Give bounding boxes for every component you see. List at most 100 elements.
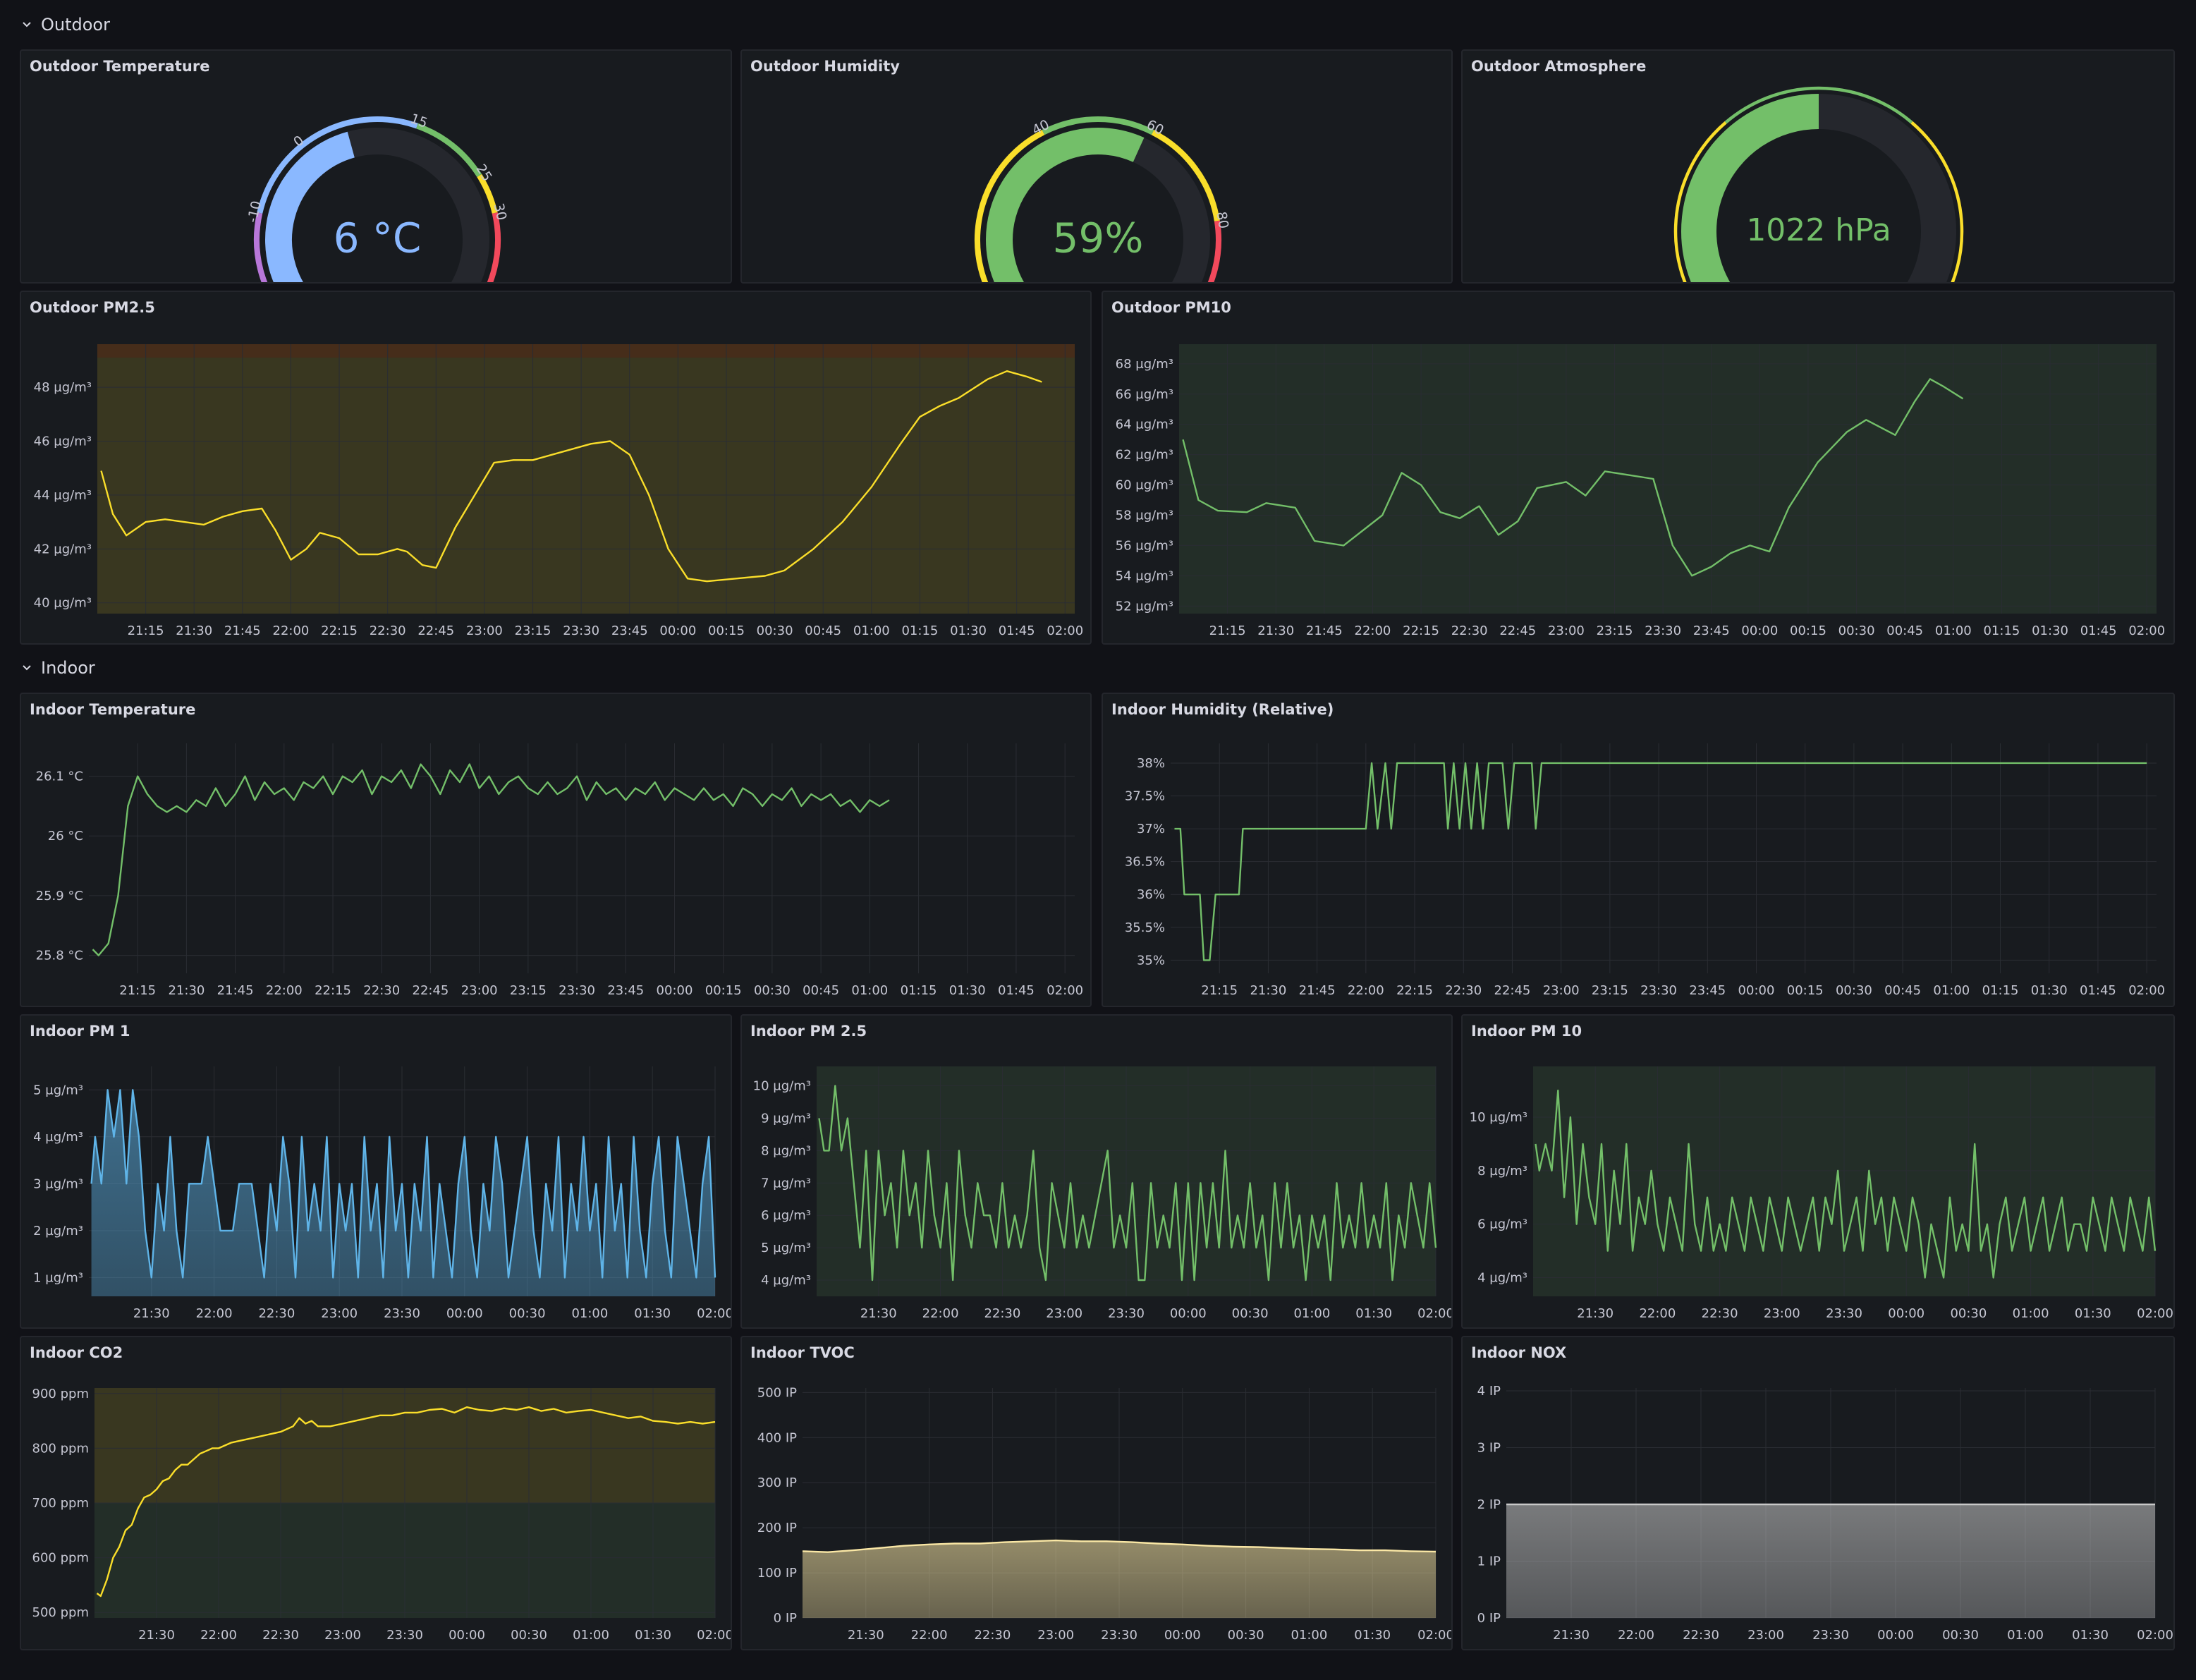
x-tick-label: 01:00 [853, 623, 890, 638]
y-tick-label: 10 µg/m³ [753, 1079, 811, 1094]
panel-outdoor-humidity[interactable]: Outdoor Humidity 040608010059% [740, 49, 1453, 284]
x-tick-label: 01:15 [1982, 983, 2019, 998]
x-tick-label: 22:45 [1494, 983, 1531, 998]
x-tick-label: 02:00 [2128, 983, 2165, 998]
y-tick-label: 4 IP [1477, 1384, 1501, 1399]
chart-indoor-pm25: 4 µg/m³ 5 µg/m³ 6 µg/m³ 7 µg/m³ 8 µg/m³ 9 µg/… [753, 1066, 1451, 1321]
y-tick-label: 0 IP [1477, 1611, 1501, 1626]
panel-title: Indoor CO2 [30, 1344, 123, 1361]
y-tick-label: 10 µg/m³ [1470, 1110, 1527, 1125]
gauge-tick-label: -10 [245, 200, 264, 224]
y-tick-label: 26.1 °C [36, 769, 83, 784]
x-tick-label: 21:30 [138, 1628, 175, 1643]
x-tick-label: 00:30 [754, 983, 791, 998]
section-indoor[interactable]: Indoor [20, 650, 95, 686]
panel-indoor-nox[interactable]: Indoor NOX 0 IP 1 IP 2 IP 3 IP 4 IP 21:30 22:0… [1461, 1336, 2175, 1650]
gauge-threshold-arc [416, 123, 482, 178]
x-tick-label: 02:00 [1417, 1628, 1451, 1643]
gauge-threshold-arc [1673, 121, 1727, 282]
gauge-outdoor-humidity: 040608010059% [975, 116, 1231, 282]
x-tick-label: 00:45 [1886, 623, 1923, 638]
x-tick-label: 23:15 [1597, 623, 1633, 638]
x-tick-label: 23:30 [386, 1628, 423, 1643]
x-tick-label: 01:30 [2072, 1628, 2109, 1643]
x-tick-label: 22:30 [984, 1306, 1020, 1321]
series-line [90, 1089, 716, 1279]
x-tick-label: 00:30 [1950, 1306, 1987, 1321]
x-tick-label: 00:45 [1884, 983, 1921, 998]
panel-indoor-pm10[interactable]: Indoor PM 10 4 µg/m³ 6 µg/m³ 8 µg/m³ 10 µg/… [1461, 1014, 2175, 1329]
y-tick-label: 42 µg/m³ [34, 542, 92, 556]
x-tick-label: 01:00 [573, 1628, 609, 1643]
y-tick-label: 800 ppm [32, 1441, 89, 1456]
x-tick-label: 21:15 [1201, 983, 1238, 998]
x-tick-label: 02:00 [2137, 1306, 2173, 1321]
x-tick-label: 21:30 [168, 983, 205, 998]
x-tick-label: 00:30 [511, 1628, 547, 1643]
y-tick-label: 0 IP [774, 1611, 797, 1626]
x-tick-label: 01:30 [950, 623, 987, 638]
panel-outdoor-pm10[interactable]: Outdoor PM10 52 µg/m³ 54 µg/m³ 56 µg/m³ 58 … [1102, 291, 2175, 645]
gauge-outdoor-atmosphere: 1022 hPa [1673, 86, 1964, 282]
x-tick-label: 22:00 [1618, 1628, 1654, 1643]
y-tick-label: 36.5% [1125, 855, 1165, 870]
x-tick-label: 23:00 [321, 1306, 358, 1321]
series-line [802, 1539, 1436, 1553]
x-tick-label: 01:00 [1291, 1628, 1327, 1643]
x-tick-label: 02:00 [1417, 1306, 1451, 1321]
x-tick-label: 22:30 [258, 1306, 295, 1321]
threshold-band-0 [97, 358, 1075, 614]
panel-indoor-co2[interactable]: Indoor CO2 500 ppm 600 ppm 700 ppm 800 ppm 9… [20, 1336, 732, 1650]
y-tick-label: 54 µg/m³ [1116, 568, 1173, 583]
x-tick-label: 22:30 [1451, 623, 1488, 638]
chart-indoor-humidity: 35% 35.5% 36% 36.5% 37% 37.5% 38% 21:15 21:30 21:… [1125, 743, 2165, 998]
x-tick-label: 21:30 [1250, 983, 1286, 998]
x-tick-label: 23:15 [515, 623, 551, 638]
x-tick-label: 01:00 [2007, 1628, 2044, 1643]
panel-indoor-pm25[interactable]: Indoor PM 2.5 4 µg/m³ 5 µg/m³ 6 µg/m³ 7 µg/… [740, 1014, 1453, 1329]
y-tick-label: 1 IP [1477, 1554, 1501, 1569]
x-tick-label: 23:45 [1689, 983, 1726, 998]
panel-indoor-tvoc[interactable]: Indoor TVOC 0 IP 100 IP 200 IP 300 IP 400 IP… [740, 1336, 1453, 1650]
y-tick-label: 100 IP [757, 1566, 797, 1581]
chart-indoor-pm1: 1 µg/m³ 2 µg/m³ 3 µg/m³ 4 µg/m³ 5 µg/m³ 21:30… [33, 1066, 731, 1321]
x-tick-label: 22:15 [321, 623, 358, 638]
chart-outdoor-pm10: 52 µg/m³ 54 µg/m³ 56 µg/m³ 58 µg/m³ 60 µg/m³… [1116, 344, 2165, 638]
gauge-value-arc [986, 128, 1145, 282]
y-tick-label: 60 µg/m³ [1116, 478, 1173, 493]
panel-indoor-temperature[interactable]: Indoor Temperature 25.8 °C 25.9 °C 26 °C 26… [20, 693, 1092, 1007]
x-tick-label: 23:30 [1640, 983, 1677, 998]
chart-indoor-pm10: 4 µg/m³ 6 µg/m³ 8 µg/m³ 10 µg/m³ 21:30 22:00 2… [1470, 1066, 2173, 1321]
x-tick-label: 21:45 [224, 623, 261, 638]
panel-indoor-humidity[interactable]: Indoor Humidity (Relative) 35% 35.5% 36% 36… [1102, 693, 2175, 1007]
x-tick-label: 01:30 [2032, 623, 2068, 638]
panel-indoor-pm1[interactable]: Indoor PM 1 1 µg/m³ 2 µg/m³ 3 µg/m³ 4 µg/m³… [20, 1014, 732, 1329]
section-outdoor[interactable]: Outdoor [20, 7, 110, 42]
x-tick-label: 01:00 [2013, 1306, 2049, 1321]
x-tick-label: 02:00 [697, 1628, 731, 1643]
series-area [803, 1540, 1436, 1618]
x-tick-label: 21:30 [848, 1628, 884, 1643]
x-tick-label: 22:45 [417, 623, 454, 638]
panel-title: Indoor NOX [1471, 1344, 1567, 1361]
x-tick-label: 01:00 [851, 983, 888, 998]
x-tick-label: 02:00 [1047, 983, 1083, 998]
x-tick-label: 22:15 [1403, 623, 1439, 638]
y-tick-label: 900 ppm [32, 1387, 89, 1401]
panel-outdoor-pm25[interactable]: Outdoor PM2.5 40 µg/m³ 42 µg/m³ 44 µg/m³ 46… [20, 291, 1092, 645]
x-tick-label: 22:00 [911, 1628, 948, 1643]
x-tick-label: 02:00 [1047, 623, 1083, 638]
x-tick-label: 00:15 [705, 983, 742, 998]
chart-indoor-temperature: 25.8 °C 25.9 °C 26 °C 26.1 °C 21:15 21:30 21:4… [36, 743, 1083, 998]
x-tick-label: 01:30 [2031, 983, 2068, 998]
gauge-value-text: 1022 hPa [1746, 212, 1891, 248]
x-tick-label: 23:45 [607, 983, 644, 998]
x-tick-label: 00:45 [805, 623, 841, 638]
panel-outdoor-atmosphere[interactable]: Outdoor Atmosphere 1022 hPa [1461, 49, 2175, 284]
series-area [91, 1090, 716, 1296]
y-tick-label: 8 µg/m³ [1477, 1164, 1527, 1179]
panel-outdoor-temperature[interactable]: Outdoor Temperature -25-100152530456 °C [20, 49, 732, 284]
x-tick-label: 21:30 [133, 1306, 170, 1321]
x-tick-label: 01:00 [1293, 1306, 1330, 1321]
